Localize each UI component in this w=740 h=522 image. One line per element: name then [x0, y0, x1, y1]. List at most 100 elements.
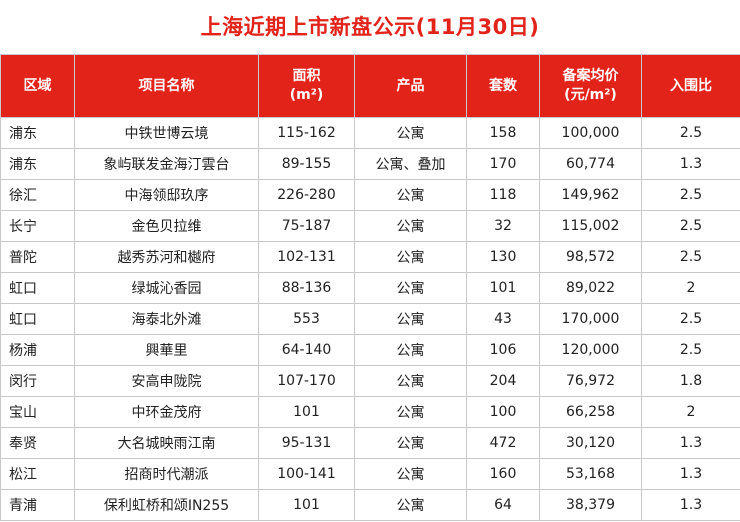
cell-district: 虹口 [0, 303, 75, 335]
cell-product: 公寓 [354, 365, 467, 397]
header-units: 套数 [466, 54, 540, 118]
table-row: 浦东 中铁世博云境 115-162 公寓 158 100,000 2.5 [0, 117, 740, 149]
cell-area: 75-187 [258, 210, 355, 242]
cell-area: 226-280 [258, 179, 355, 211]
cell-price: 170,000 [539, 303, 642, 335]
cell-project: 中铁世博云境 [74, 117, 259, 149]
cell-product: 公寓、叠加 [354, 148, 467, 180]
header-product: 产品 [354, 54, 467, 118]
cell-product: 公寓 [354, 489, 467, 521]
cell-area: 102-131 [258, 241, 355, 273]
header-ratio: 入围比 [641, 54, 740, 118]
cell-project: 招商时代潮派 [74, 458, 259, 490]
cell-units: 64 [466, 489, 540, 521]
cell-units: 106 [466, 334, 540, 366]
cell-product: 公寓 [354, 396, 467, 428]
header-area-label: 面积 [292, 68, 321, 84]
table-row: 青浦 保利虹桥和颂IN255 101 公寓 64 38,379 1.3 [0, 489, 740, 521]
table-row: 普陀 越秀苏河和樾府 102-131 公寓 130 98,572 2.5 [0, 241, 740, 273]
header-project: 项目名称 [74, 54, 259, 118]
cell-product: 公寓 [354, 241, 467, 273]
cell-price: 149,962 [539, 179, 642, 211]
cell-units: 170 [466, 148, 540, 180]
cell-area: 88-136 [258, 272, 355, 304]
cell-district: 杨浦 [0, 334, 75, 366]
cell-units: 100 [466, 396, 540, 428]
cell-ratio: 1.8 [641, 365, 740, 397]
cell-ratio: 1.3 [641, 458, 740, 490]
cell-ratio: 2 [641, 272, 740, 304]
table-row: 虹口 海泰北外滩 553 公寓 43 170,000 2.5 [0, 303, 740, 335]
cell-ratio: 2.5 [641, 241, 740, 273]
cell-ratio: 1.3 [641, 489, 740, 521]
table-row: 徐汇 中海领邸玖序 226-280 公寓 118 149,962 2.5 [0, 179, 740, 211]
listings-table: 区域 项目名称 面积 (m²) 产品 套数 备案均价 (元/m²) 入围比 浦东… [0, 54, 740, 521]
cell-area: 553 [258, 303, 355, 335]
cell-price: 53,168 [539, 458, 642, 490]
header-district: 区域 [0, 54, 75, 118]
cell-units: 43 [466, 303, 540, 335]
cell-project: 興華里 [74, 334, 259, 366]
table-row: 杨浦 興華里 64-140 公寓 106 120,000 2.5 [0, 334, 740, 366]
cell-project: 绿城沁香园 [74, 272, 259, 304]
cell-product: 公寓 [354, 458, 467, 490]
cell-ratio: 2.5 [641, 334, 740, 366]
cell-units: 158 [466, 117, 540, 149]
cell-area: 100-141 [258, 458, 355, 490]
cell-project: 中海领邸玖序 [74, 179, 259, 211]
table-row: 闵行 安高申陇院 107-170 公寓 204 76,972 1.8 [0, 365, 740, 397]
cell-price: 100,000 [539, 117, 642, 149]
cell-area: 95-131 [258, 427, 355, 459]
cell-product: 公寓 [354, 179, 467, 211]
cell-price: 60,774 [539, 148, 642, 180]
cell-price: 38,379 [539, 489, 642, 521]
cell-project: 保利虹桥和颂IN255 [74, 489, 259, 521]
cell-ratio: 2.5 [641, 179, 740, 211]
cell-area: 107-170 [258, 365, 355, 397]
cell-district: 闵行 [0, 365, 75, 397]
cell-units: 160 [466, 458, 540, 490]
cell-ratio: 1.3 [641, 427, 740, 459]
cell-ratio: 2 [641, 396, 740, 428]
page-title: 上海近期上市新盘公示(11月30日) [200, 15, 540, 39]
table-row: 宝山 中环金茂府 101 公寓 100 66,258 2 [0, 396, 740, 428]
cell-district: 浦东 [0, 117, 75, 149]
cell-district: 松江 [0, 458, 75, 490]
cell-ratio: 2.5 [641, 303, 740, 335]
cell-price: 66,258 [539, 396, 642, 428]
table-row: 浦东 象屿联发金海汀雲台 89-155 公寓、叠加 170 60,774 1.3 [0, 148, 740, 180]
cell-price: 98,572 [539, 241, 642, 273]
cell-district: 青浦 [0, 489, 75, 521]
cell-district: 虹口 [0, 272, 75, 304]
table-row: 松江 招商时代潮派 100-141 公寓 160 53,168 1.3 [0, 458, 740, 490]
cell-product: 公寓 [354, 117, 467, 149]
cell-project: 海泰北外滩 [74, 303, 259, 335]
cell-units: 32 [466, 210, 540, 242]
cell-district: 长宁 [0, 210, 75, 242]
cell-ratio: 1.3 [641, 148, 740, 180]
cell-units: 472 [466, 427, 540, 459]
cell-project: 象屿联发金海汀雲台 [74, 148, 259, 180]
cell-area: 115-162 [258, 117, 355, 149]
cell-product: 公寓 [354, 303, 467, 335]
cell-product: 公寓 [354, 427, 467, 459]
cell-district: 奉贤 [0, 427, 75, 459]
cell-price: 30,120 [539, 427, 642, 459]
cell-area: 89-155 [258, 148, 355, 180]
cell-price: 76,972 [539, 365, 642, 397]
table-body: 浦东 中铁世博云境 115-162 公寓 158 100,000 2.5 浦东 象屿联发金海汀雲… [0, 117, 740, 521]
cell-project: 越秀苏河和樾府 [74, 241, 259, 273]
cell-product: 公寓 [354, 210, 467, 242]
cell-price: 89,022 [539, 272, 642, 304]
header-area-unit: (m²) [289, 87, 324, 103]
cell-units: 101 [466, 272, 540, 304]
cell-district: 普陀 [0, 241, 75, 273]
cell-product: 公寓 [354, 334, 467, 366]
cell-units: 130 [466, 241, 540, 273]
cell-area: 101 [258, 396, 355, 428]
cell-ratio: 2.5 [641, 117, 740, 149]
table-row: 奉贤 大名城映雨江南 95-131 公寓 472 30,120 1.3 [0, 427, 740, 459]
cell-project: 大名城映雨江南 [74, 427, 259, 459]
header-price: 备案均价 (元/m²) [539, 54, 642, 118]
